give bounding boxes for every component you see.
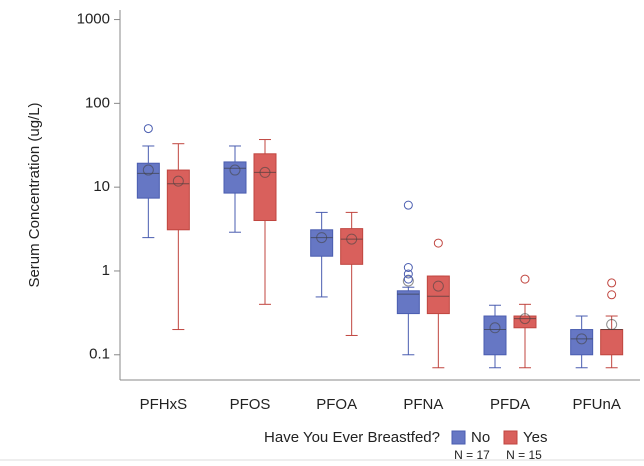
box bbox=[600, 329, 624, 356]
mean bbox=[259, 166, 271, 178]
y-tick-label: 100 bbox=[85, 94, 110, 111]
outlier bbox=[433, 238, 443, 248]
legend-n: N = 15 bbox=[506, 448, 542, 462]
mean bbox=[229, 164, 241, 176]
box bbox=[396, 290, 420, 315]
mean bbox=[606, 318, 618, 330]
box bbox=[513, 315, 537, 329]
legend-label: No bbox=[471, 429, 490, 446]
box bbox=[136, 162, 160, 199]
y-tick-label: 1 bbox=[102, 262, 110, 279]
x-tick-label: PFNA bbox=[403, 396, 443, 413]
outlier bbox=[403, 274, 413, 284]
box bbox=[166, 169, 190, 231]
box bbox=[426, 275, 450, 315]
box bbox=[483, 315, 507, 356]
x-tick-label: PFOS bbox=[230, 396, 271, 413]
mean bbox=[519, 313, 531, 325]
legend-n: N = 17 bbox=[454, 448, 490, 462]
outlier bbox=[403, 269, 413, 279]
outlier bbox=[403, 200, 413, 210]
x-tick-label: PFHxS bbox=[140, 396, 188, 413]
outlier bbox=[607, 278, 617, 288]
box bbox=[223, 161, 247, 194]
box bbox=[253, 153, 277, 222]
x-tick-label: PFDA bbox=[490, 396, 530, 413]
outlier bbox=[520, 274, 530, 284]
x-tick-label: PFUnA bbox=[572, 396, 620, 413]
legend-title: Have You Ever Breastfed? bbox=[264, 429, 440, 446]
outlier bbox=[143, 124, 153, 134]
x-tick-label: PFOA bbox=[316, 396, 357, 413]
mean bbox=[142, 164, 154, 176]
outlier bbox=[607, 290, 617, 300]
box bbox=[570, 329, 594, 356]
y-tick-label: 10 bbox=[93, 178, 110, 195]
mean bbox=[402, 275, 414, 287]
y-axis-label: Serum Concentration (ug/L) bbox=[26, 102, 43, 287]
y-tick-label: 0.1 bbox=[89, 346, 110, 363]
mean bbox=[432, 280, 444, 292]
y-tick-label: 1000 bbox=[77, 11, 110, 28]
box bbox=[340, 228, 364, 265]
mean bbox=[172, 175, 184, 187]
mean bbox=[576, 333, 588, 345]
legend-swatch bbox=[451, 430, 466, 445]
outlier bbox=[403, 262, 413, 272]
legend-label: Yes bbox=[523, 429, 547, 446]
mean bbox=[346, 233, 358, 245]
legend-swatch bbox=[503, 430, 518, 445]
mean bbox=[489, 322, 501, 334]
mean bbox=[316, 232, 328, 244]
